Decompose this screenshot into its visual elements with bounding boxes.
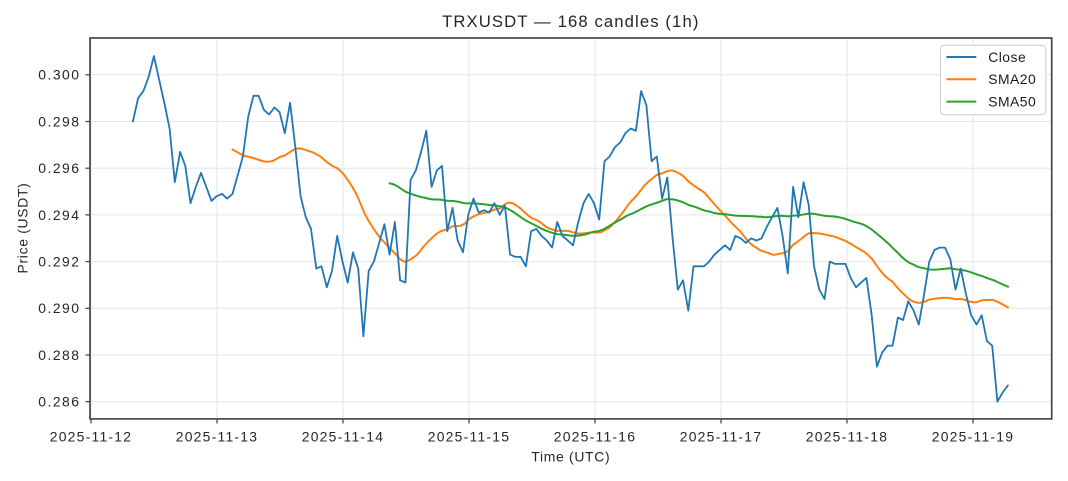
svg-text:0.300: 0.300 — [38, 67, 80, 83]
svg-text:0.296: 0.296 — [38, 160, 80, 176]
svg-text:2025-11-14: 2025-11-14 — [302, 428, 385, 444]
svg-text:0.290: 0.290 — [38, 300, 80, 316]
svg-text:2025-11-18: 2025-11-18 — [806, 428, 889, 444]
svg-text:0.286: 0.286 — [38, 394, 80, 410]
svg-text:2025-11-12: 2025-11-12 — [50, 428, 133, 444]
svg-text:TRXUSDT — 168 candles (1h): TRXUSDT — 168 candles (1h) — [442, 12, 699, 31]
svg-text:0.288: 0.288 — [38, 347, 80, 363]
svg-text:SMA20: SMA20 — [988, 71, 1036, 87]
svg-text:Price (USDT): Price (USDT) — [15, 183, 31, 274]
svg-text:2025-11-13: 2025-11-13 — [176, 428, 259, 444]
svg-text:2025-11-16: 2025-11-16 — [554, 428, 637, 444]
svg-text:0.292: 0.292 — [38, 254, 80, 270]
svg-text:2025-11-17: 2025-11-17 — [680, 428, 763, 444]
svg-text:SMA50: SMA50 — [988, 94, 1036, 110]
svg-text:Time (UTC): Time (UTC) — [531, 449, 610, 465]
svg-text:2025-11-15: 2025-11-15 — [428, 428, 511, 444]
svg-text:0.294: 0.294 — [38, 207, 80, 223]
svg-text:Close: Close — [988, 49, 1026, 65]
svg-text:2025-11-19: 2025-11-19 — [932, 428, 1015, 444]
svg-text:0.298: 0.298 — [38, 113, 80, 129]
